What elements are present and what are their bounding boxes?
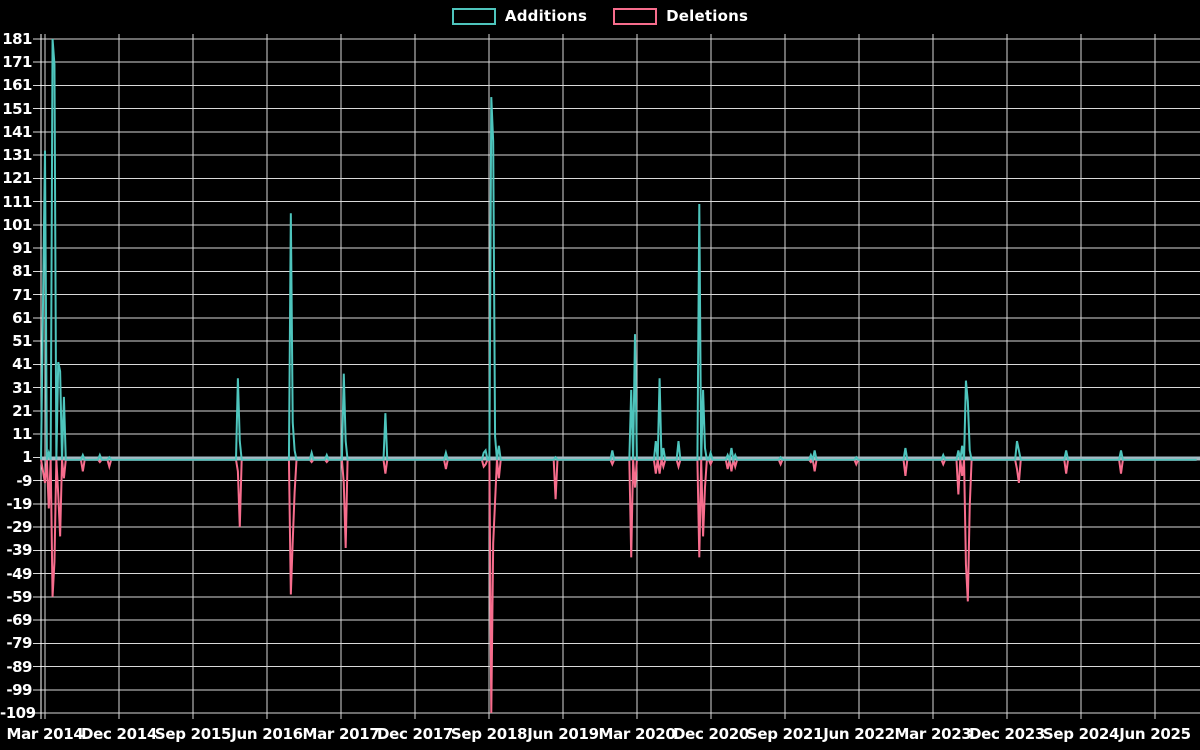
- chart-legend: Additions Deletions: [0, 7, 1200, 25]
- y-tick-label: 151: [2, 99, 32, 118]
- y-tick-label: -79: [6, 634, 32, 653]
- x-tick-label: Dec 2020: [672, 725, 750, 743]
- additions-line: [40, 38, 1197, 464]
- deletions-swatch-icon: [613, 7, 658, 25]
- y-tick-label: 171: [2, 53, 32, 72]
- legend-label-additions: Additions: [504, 7, 588, 25]
- y-tick-label: -29: [6, 518, 32, 537]
- y-tick-label: 141: [2, 122, 32, 141]
- x-tick-label: Jun 2019: [527, 725, 599, 743]
- x-tick-label: Dec 2023: [968, 725, 1046, 743]
- y-tick-label: 71: [12, 285, 32, 304]
- x-tick-label: Dec 2017: [376, 725, 454, 743]
- y-tick-label: 11: [12, 425, 32, 444]
- y-tick-label: 41: [12, 355, 32, 374]
- y-tick-label: -69: [6, 611, 32, 630]
- y-tick-label: 1: [22, 448, 32, 467]
- y-tick-label: 181: [2, 30, 32, 48]
- additions-swatch-icon: [451, 7, 496, 25]
- y-tick-label: -39: [6, 541, 32, 560]
- y-tick-label: 61: [12, 308, 32, 327]
- deletions-line: [40, 457, 1197, 714]
- y-tick-label: 101: [2, 215, 32, 234]
- x-tick-label: Sep 2024: [1042, 725, 1120, 743]
- x-tick-label: Sep 2018: [450, 725, 528, 743]
- y-tick-label: 121: [2, 169, 32, 188]
- x-tick-label: Jun 2025: [1119, 725, 1191, 743]
- legend-item-deletions[interactable]: Deletions: [613, 7, 748, 25]
- y-tick-label: 81: [12, 262, 32, 281]
- y-tick-label: 111: [2, 192, 32, 211]
- x-tick-label: Jun 2022: [823, 725, 895, 743]
- y-tick-label: 51: [12, 332, 32, 351]
- x-tick-label: Dec 2014: [80, 725, 158, 743]
- y-tick-label: -19: [6, 494, 32, 513]
- legend-label-deletions: Deletions: [666, 7, 749, 25]
- y-tick-label: -59: [6, 587, 32, 606]
- x-tick-label: Sep 2015: [154, 725, 232, 743]
- x-tick-label: Mar 2020: [598, 725, 676, 743]
- legend-item-additions[interactable]: Additions: [451, 7, 588, 25]
- y-tick-label: -9: [16, 471, 32, 490]
- y-tick-label: 31: [12, 378, 32, 397]
- y-tick-label: -109: [0, 704, 36, 722]
- y-tick-label: -89: [6, 657, 32, 676]
- x-tick-label: Jun 2016: [231, 725, 303, 743]
- y-tick-label: 91: [12, 239, 32, 258]
- x-tick-label: Sep 2021: [746, 725, 824, 743]
- x-tick-label: Mar 2023: [894, 725, 972, 743]
- y-tick-label: -49: [6, 564, 32, 583]
- x-tick-label: Mar 2017: [302, 725, 380, 743]
- y-tick-label: 21: [12, 401, 32, 420]
- y-tick-label: 161: [2, 76, 32, 95]
- y-tick-label: 131: [2, 146, 32, 165]
- x-tick-label: Mar 2014: [6, 725, 84, 743]
- y-tick-label: -99: [6, 680, 32, 699]
